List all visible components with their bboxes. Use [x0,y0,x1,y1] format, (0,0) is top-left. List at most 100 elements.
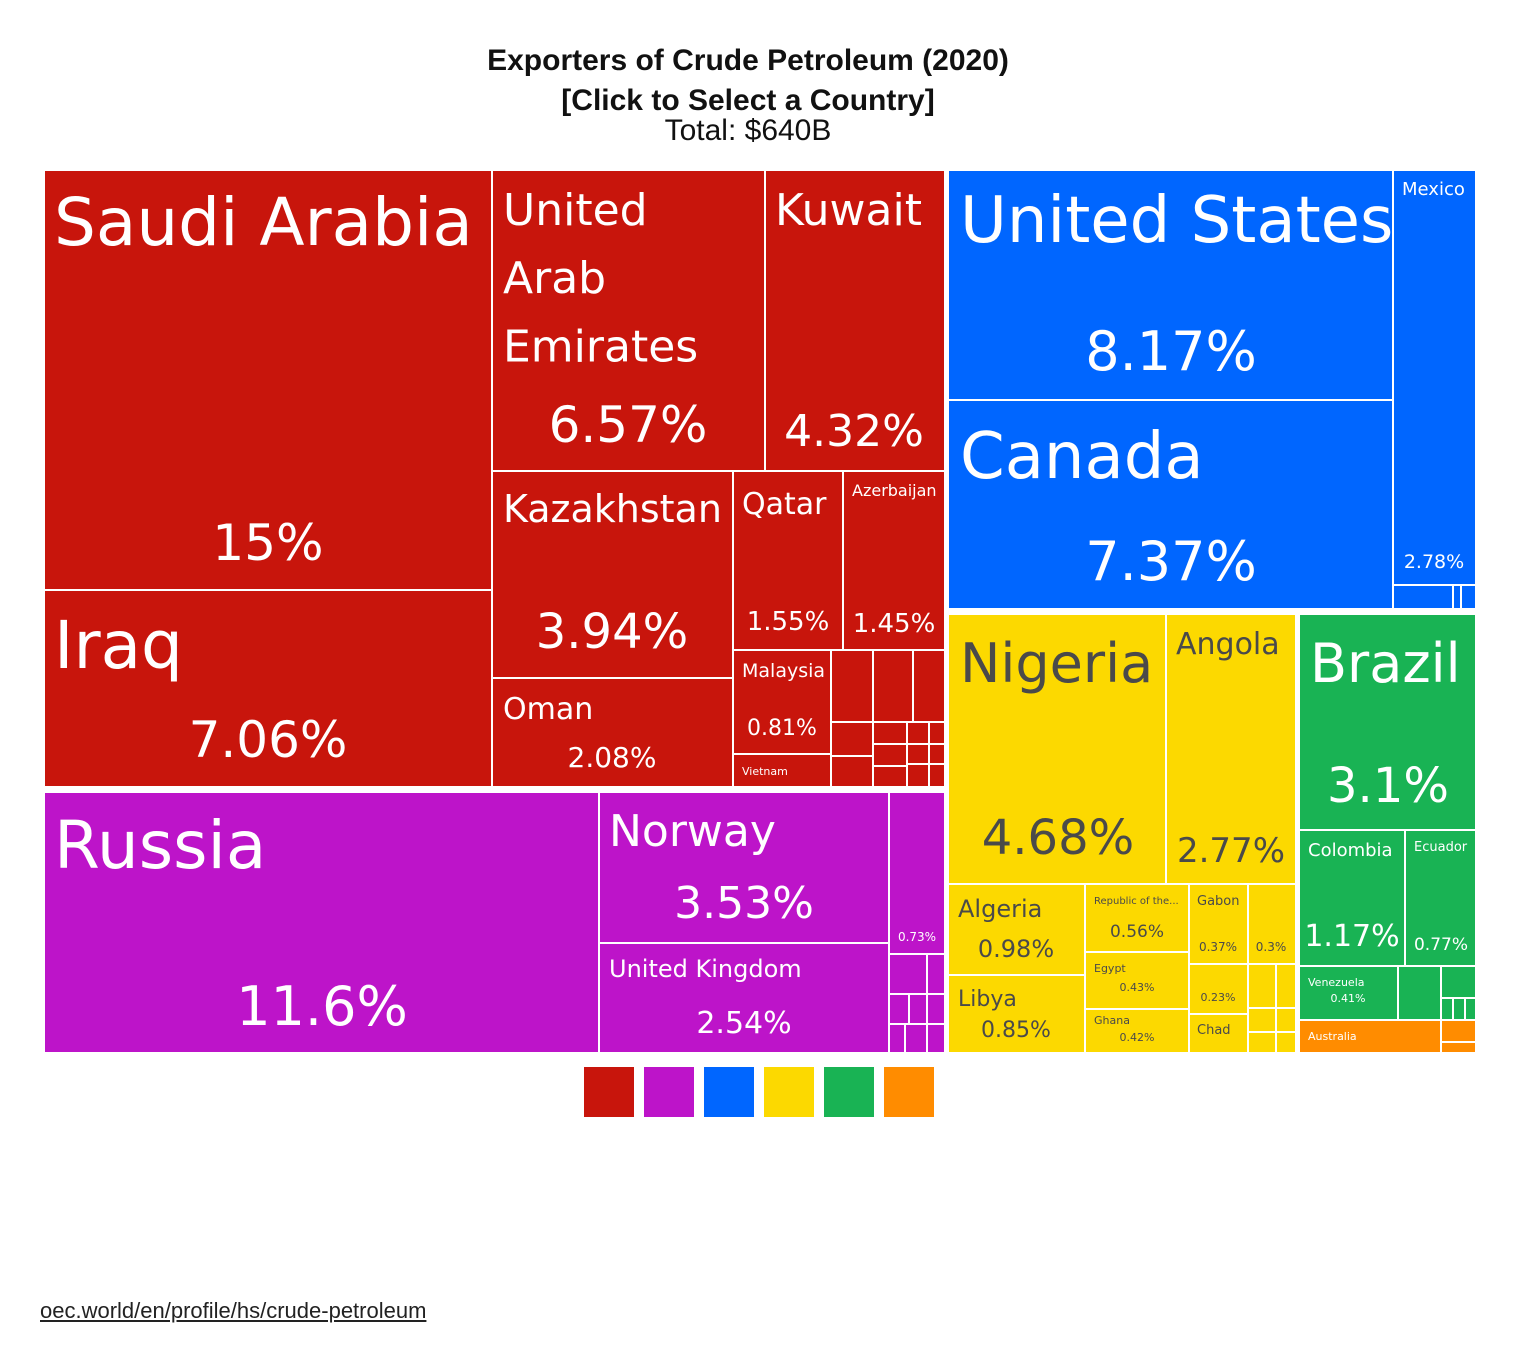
tile-vietnam[interactable]: Vietnam [732,753,832,788]
tile-rect-ghana[interactable] [1084,1008,1190,1054]
small-tile-europe-15[interactable] [926,953,946,995]
tile-rect-russia[interactable] [43,791,600,1054]
tile-rect-kuwait[interactable] [764,169,946,472]
tile-rect-algeria[interactable] [947,883,1086,976]
small-tile-africa-27[interactable] [1247,1007,1277,1033]
small-tile-asia-13[interactable] [928,763,946,788]
tile-venezuela[interactable]: Venezuela 0.41% [1298,965,1399,1021]
small-tile-oceania-36[interactable] [1440,1019,1477,1043]
tile-malaysia[interactable]: Malaysia 0.81% [732,649,832,755]
small-tile-asia-11[interactable] [872,765,908,788]
tile-ghana[interactable]: Ghana 0.42% [1084,1008,1190,1054]
small-tile-europe-14[interactable] [888,953,928,995]
tile-chad[interactable]: Chad [1188,1013,1249,1054]
tile-region-europe-13[interactable]: 0.73% [888,791,946,955]
small-tile-north_america-24[interactable] [1460,584,1477,610]
small-tile-europe-20[interactable] [904,1023,928,1054]
tile-qatar[interactable]: Qatar 1.55% [732,470,844,651]
tile-rect-vietnam[interactable] [732,753,832,788]
small-tile-africa-26[interactable] [1275,963,1297,1009]
tile-rect-norway[interactable] [598,791,890,944]
small-tile-oceania-37[interactable] [1440,1041,1477,1054]
tile-kazakhstan[interactable]: Kazakhstan 3.94% [491,470,734,679]
tile-egypt[interactable]: Egypt 0.43% [1084,951,1190,1010]
small-tile-north_america-23[interactable] [1452,584,1462,610]
tile-rect-region-africa-25[interactable] [1247,883,1297,965]
small-tile-asia-6[interactable] [928,721,946,745]
tile-australia[interactable]: Australia [1298,1019,1442,1054]
small-tile-asia-4[interactable] [872,721,908,745]
tile-rect-angola[interactable] [1165,613,1297,885]
tile-rect-libya[interactable] [947,974,1086,1054]
legend-swatch-oceania[interactable] [884,1067,934,1117]
tile-gabon[interactable]: Gabon 0.37% [1188,883,1249,965]
source-link[interactable]: oec.world/en/profile/hs/crude-petroleum [40,1298,427,1323]
small-tile-south_america-34[interactable] [1452,997,1466,1021]
tile-rect-australia[interactable] [1298,1019,1442,1054]
small-tile-europe-19[interactable] [888,1023,906,1054]
tile-saudi-arabia[interactable]: Saudi Arabia 15% [43,169,493,591]
small-tile-asia-9[interactable] [928,743,946,765]
tile-azerbaijan[interactable]: Azerbaijan 1.45% [842,470,946,651]
small-tile-asia-8[interactable] [906,743,930,765]
small-tile-south_america-33[interactable] [1440,997,1454,1021]
tile-algeria[interactable]: Algeria 0.98% [947,883,1086,976]
tile-rect-canada[interactable] [947,399,1394,610]
tile-ecuador[interactable]: Ecuador 0.77% [1404,829,1477,967]
tile-kuwait[interactable]: Kuwait 4.32% [764,169,946,472]
small-tile-europe-17[interactable] [908,993,928,1025]
tile-united-kingdom[interactable]: United Kingdom 2.54% [598,942,890,1054]
small-tile-europe-18[interactable] [926,993,946,1025]
small-tile-africa-28[interactable] [1275,1007,1297,1033]
tile-norway[interactable]: Norway 3.53% [598,791,890,944]
tile-rect-azerbaijan[interactable] [842,470,946,651]
small-tile-south_america-31[interactable] [1397,965,1442,1021]
small-tile-asia-0[interactable] [830,649,874,723]
tile-nigeria[interactable]: Nigeria 4.68% [947,613,1167,885]
tile-rect-united-kingdom[interactable] [598,942,890,1054]
tile-colombia[interactable]: Colombia 1.17% [1298,829,1406,967]
tile-rect-nigeria[interactable] [947,613,1167,885]
tile-region-africa-25[interactable]: 0.3% [1247,883,1297,965]
tile-rect-mexico[interactable] [1392,169,1477,586]
tile-united-states[interactable]: United States 8.17% [947,169,1394,401]
tile-oman[interactable]: Oman 2.08% [491,677,734,788]
small-tile-asia-1[interactable] [872,649,914,723]
tile-libya[interactable]: Libya 0.85% [947,974,1086,1054]
small-tile-south_america-32[interactable] [1440,965,1477,999]
legend-swatch-europe[interactable] [644,1067,694,1117]
small-tile-asia-10[interactable] [830,755,874,788]
legend-swatch-asia[interactable] [584,1067,634,1117]
tile-canada[interactable]: Canada 7.37% [947,399,1394,610]
small-tile-africa-30[interactable] [1275,1031,1297,1054]
tile-united-arab-emirates[interactable]: United Arab Emirates 6.57% [491,169,766,472]
tile-rect-region-africa-26[interactable] [1188,963,1249,1015]
tile-rect-qatar[interactable] [732,470,844,651]
legend-swatch-north-america[interactable] [704,1067,754,1117]
small-tile-asia-12[interactable] [906,763,930,788]
small-tile-europe-21[interactable] [926,1023,946,1054]
tile-region-africa-26[interactable]: 0.23% [1188,963,1249,1015]
tile-rect-chad[interactable] [1188,1013,1249,1054]
tile-rect-united-states[interactable] [947,169,1394,401]
small-tile-europe-16[interactable] [888,993,910,1025]
small-tile-africa-29[interactable] [1247,1031,1277,1054]
tile-mexico[interactable]: Mexico 2.78% [1392,169,1477,586]
legend-swatch-south-america[interactable] [824,1067,874,1117]
tile-russia[interactable]: Russia 11.6% [43,791,600,1054]
small-tile-south_america-35[interactable] [1464,997,1477,1021]
small-tile-asia-3[interactable] [830,721,874,757]
tile-republic-of-the[interactable]: Republic of the... 0.56% [1084,883,1190,953]
tile-rect-egypt[interactable] [1084,951,1190,1010]
small-tile-asia-7[interactable] [872,743,908,767]
tile-rect-brazil[interactable] [1298,613,1477,831]
tile-rect-oman[interactable] [491,677,734,788]
tile-brazil[interactable]: Brazil 3.1% [1298,613,1477,831]
tile-rect-region-europe-13[interactable] [888,791,946,955]
small-tile-north_america-22[interactable] [1392,584,1454,610]
tile-angola[interactable]: Angola 2.77% [1165,613,1297,885]
small-tile-africa-25[interactable] [1247,963,1277,1009]
small-tile-asia-5[interactable] [906,721,930,745]
small-tile-asia-2[interactable] [912,649,946,723]
